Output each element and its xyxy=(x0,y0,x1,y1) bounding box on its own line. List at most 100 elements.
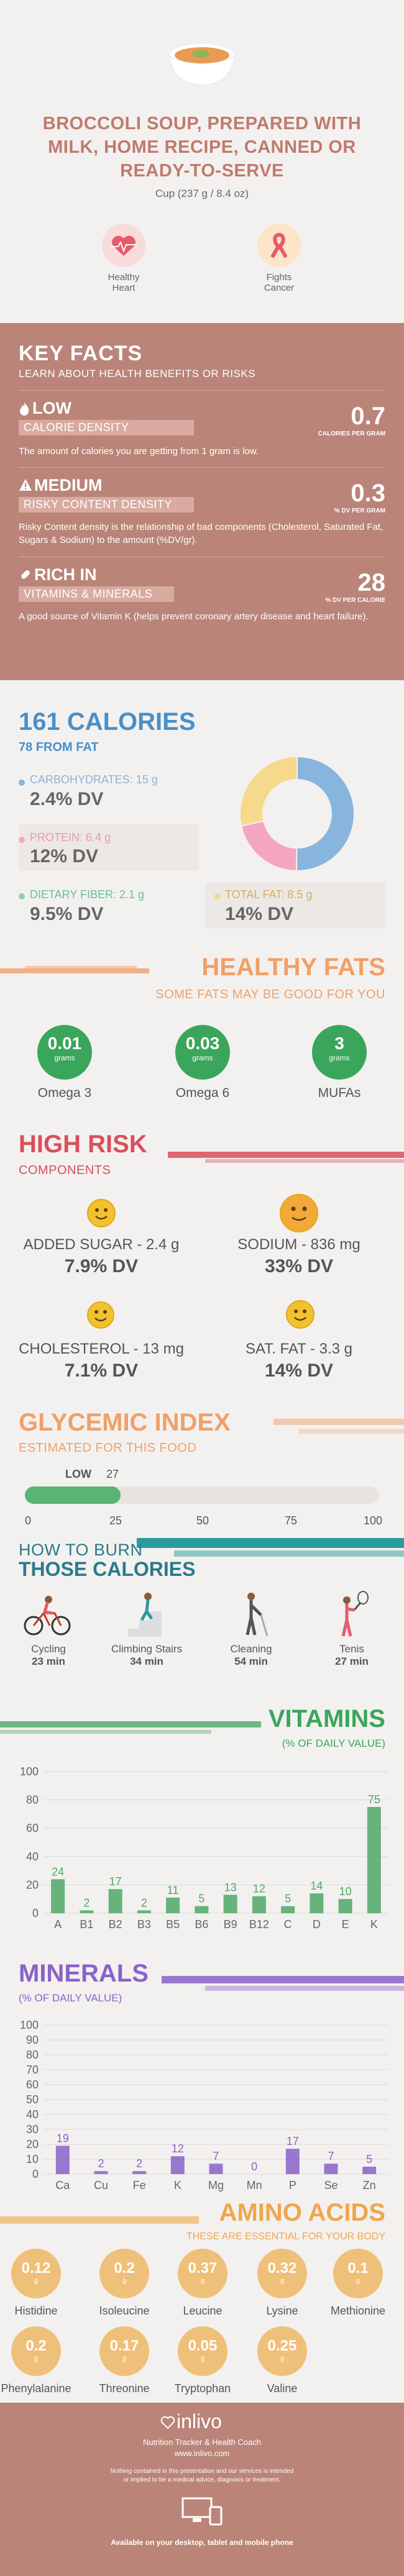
minerals-value-label: 2 xyxy=(98,2157,104,2170)
minerals-ytick: 30 xyxy=(26,2123,39,2136)
badge-label-fights-cancer: Fights Cancer xyxy=(264,272,295,293)
vitamins-bar xyxy=(281,1906,295,1913)
tennis-icon xyxy=(327,1590,377,1643)
added-sugar-label: ADDED SUGAR - 2.4 g xyxy=(23,1236,180,1253)
amino-label-leucine: Leucine xyxy=(183,2305,223,2317)
minerals-xtick: Ca xyxy=(55,2179,70,2191)
minerals-xtick: K xyxy=(174,2179,181,2191)
amino-circle-tryptophan: 0.05 g xyxy=(178,2326,227,2376)
amino-ribbon xyxy=(0,2211,199,2230)
amino-circle-lysine: 0.32 g xyxy=(257,2249,307,2298)
minerals-ytick: 40 xyxy=(26,2108,39,2121)
fact-unit-vitamins-minerals: % DV PER CALORIE xyxy=(325,597,385,604)
fact-bar-vitamins-minerals: VITAMINS & MINERALS xyxy=(19,586,174,602)
minerals-xtick: P xyxy=(289,2179,296,2191)
minerals-xtick: Mg xyxy=(208,2179,224,2191)
glycemic-level: LOW xyxy=(65,1468,91,1480)
high-risk-ribbon xyxy=(168,1149,404,1168)
soup-bowl-image xyxy=(165,34,239,90)
glycemic-tick-100: 100 xyxy=(364,1514,383,1527)
burn-title-1: HOW TO BURN xyxy=(19,1541,143,1559)
fiber-dv: 9.5% DV xyxy=(30,904,104,924)
amino-label-phenylalanine: Phenylalanine xyxy=(1,2382,71,2395)
minerals-ytick: 90 xyxy=(26,2034,39,2046)
badge-label-healthy-heart: Healthy Heart xyxy=(108,272,140,293)
glycemic-fill xyxy=(25,1486,121,1504)
vitamins-xtick: A xyxy=(54,1918,62,1931)
serving-size: Cup (237 g / 8.4 oz) xyxy=(155,188,249,199)
vitamins-ytick: 80 xyxy=(26,1794,39,1806)
minerals-xtick: Se xyxy=(324,2179,337,2191)
vitamins-value-label: 5 xyxy=(285,1893,291,1905)
vitamins-bar xyxy=(338,1899,352,1913)
sodium-dv: 33% DV xyxy=(264,1256,334,1277)
vitamins-xtick: B12 xyxy=(249,1918,269,1931)
protein-box xyxy=(19,824,199,871)
vitamins-bar xyxy=(310,1893,324,1913)
vitamins-ytick: 100 xyxy=(20,1765,39,1778)
healthy-fats-title: HEALTHY FATS xyxy=(201,953,385,981)
sodium-label: SODIUM - 836 mg xyxy=(237,1236,360,1253)
minerals-bar xyxy=(55,2146,70,2174)
minerals-ytick: 10 xyxy=(26,2153,39,2165)
vitamins-bar xyxy=(166,1897,180,1913)
omega6-circle: 0.03 grams xyxy=(175,1025,230,1080)
amino-unit: g xyxy=(200,2277,205,2285)
glycemic-title: GLYCEMIC INDEX xyxy=(19,1409,231,1436)
healthy-fats-subtitle: SOME FATS MAY BE GOOD FOR YOU xyxy=(155,988,385,1001)
minerals-bar xyxy=(285,2149,300,2174)
protein-label: PROTEIN: 6.4 g xyxy=(30,831,111,844)
mufa-unit: grams xyxy=(329,1054,350,1062)
activity-label-stairs: Climbing Stairs xyxy=(111,1643,183,1655)
page-title: BROCCOLI SOUP, PREPARED WITH MILK, HOME … xyxy=(42,114,362,181)
protein-dv: 12% DV xyxy=(30,846,99,867)
vitamins-value-label: 5 xyxy=(198,1893,204,1905)
activity-label-cleaning: Cleaning xyxy=(230,1643,272,1655)
smiley-icon xyxy=(280,1194,318,1232)
glycemic-tick-75: 75 xyxy=(285,1514,298,1527)
carbs-label: CARBOHYDRATES: 15 g xyxy=(30,773,158,786)
vitamins-bar xyxy=(195,1906,209,1913)
amino-value: 0.12 xyxy=(21,2260,51,2277)
donut-slice-protein xyxy=(240,820,298,872)
amino-circle-phenylalanine: 0.2 g xyxy=(11,2326,61,2376)
amino-unit: g xyxy=(280,2277,285,2285)
omega6-unit: grams xyxy=(192,1054,213,1062)
fiber-label: DIETARY FIBER: 2.1 g xyxy=(30,888,145,901)
minerals-xtick: Zn xyxy=(363,2179,376,2191)
vitamins-value-label: 17 xyxy=(109,1875,122,1888)
minerals-bar xyxy=(94,2171,108,2174)
vitamins-xtick: B5 xyxy=(166,1918,180,1931)
amino-unit: g xyxy=(200,2355,205,2362)
amino-label-isoleucine: Isoleucine xyxy=(99,2305,150,2317)
donut-slice-fat xyxy=(239,755,298,827)
fact-value-vitamins-minerals: 28 xyxy=(357,569,386,596)
amino-circle-methionine: 0.1 g xyxy=(333,2249,383,2298)
omega6-label: Omega 6 xyxy=(175,1086,230,1100)
sat-fat-label: SAT. FAT - 3.3 g xyxy=(245,1340,353,1357)
fact-unit-risky-content: % DV PER GRAM xyxy=(334,507,385,514)
key-facts-subtitle: LEARN ABOUT HEALTH BENEFITS OR RISKS xyxy=(19,368,256,380)
omega3-unit: grams xyxy=(54,1054,75,1062)
vitamins-xtick: K xyxy=(370,1918,378,1931)
high-risk-title: HIGH RISK xyxy=(19,1131,147,1158)
activity-label-cycling: Cycling xyxy=(31,1643,66,1655)
minerals-ytick: 50 xyxy=(26,2093,39,2106)
activity-label-tennis: Tenis xyxy=(339,1643,364,1655)
vitamins-title: VITAMINS xyxy=(268,1705,385,1732)
stairs-icon xyxy=(122,1590,172,1643)
vitamins-xtick: B2 xyxy=(109,1918,122,1931)
amino-unit: g xyxy=(122,2355,127,2362)
vitamins-chart: 0 20 40 60 80 100 24 A 2 B1 17 B2 2 B3 11 B5 5 B6 13 B9 12 B1… xyxy=(20,1765,388,1931)
glycemic-ribbon xyxy=(261,1410,404,1447)
smiley-icon xyxy=(286,1300,314,1329)
vitamins-xtick: C xyxy=(284,1918,292,1931)
cycling-icon xyxy=(22,1593,72,1640)
brand-url[interactable]: www.inlivo.com xyxy=(174,2449,230,2458)
minerals-value-label: 17 xyxy=(287,2135,299,2147)
glycemic-tick-50: 50 xyxy=(196,1514,209,1527)
minerals-value-label: 0 xyxy=(251,2160,257,2173)
minerals-ytick: 60 xyxy=(26,2078,39,2091)
macro-donut-chart xyxy=(239,755,355,872)
amino-value: 0.32 xyxy=(267,2260,297,2277)
